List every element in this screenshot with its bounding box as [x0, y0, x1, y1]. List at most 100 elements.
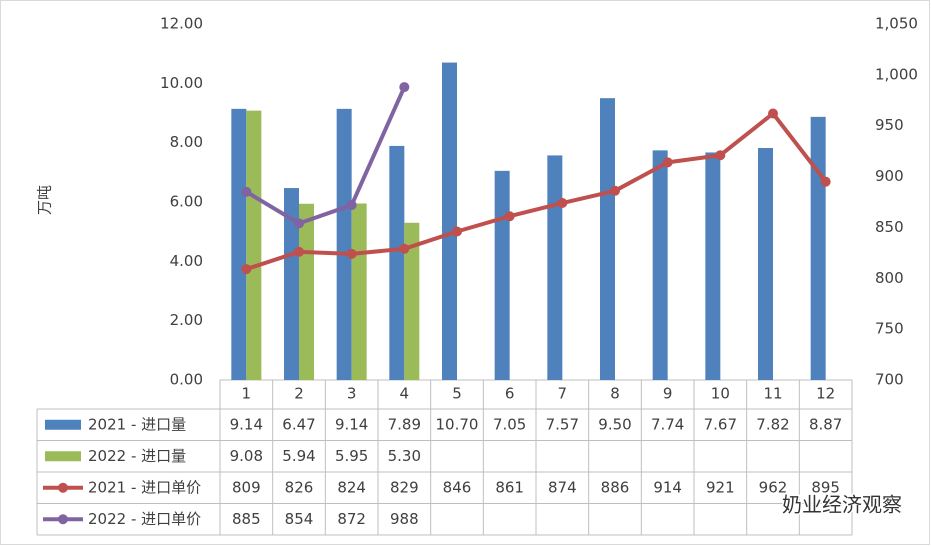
table-cell: 7.82 — [756, 415, 789, 433]
x-tick-label: 8 — [610, 385, 620, 403]
table-cell: 914 — [653, 478, 682, 496]
marker — [399, 82, 410, 93]
x-tick-label: 3 — [347, 385, 357, 403]
x-tick-label: 11 — [763, 385, 782, 403]
x-tick-label: 2 — [294, 385, 304, 403]
marker — [715, 150, 726, 161]
bar — [389, 145, 405, 380]
marker — [662, 157, 673, 168]
bar — [758, 148, 773, 380]
table-cell: 7.89 — [388, 415, 421, 433]
bar — [705, 152, 721, 380]
marker — [504, 211, 515, 222]
table-cell: 9.08 — [230, 447, 263, 465]
table-cell: 921 — [706, 478, 735, 496]
table-cell: 8.87 — [809, 415, 842, 433]
table-cell: 829 — [390, 478, 419, 496]
y2-tick-label: 800 — [875, 269, 904, 287]
legend-swatch — [45, 451, 81, 462]
table-cell: 885 — [232, 510, 261, 528]
x-tick-label: 12 — [816, 385, 835, 403]
marker — [294, 218, 304, 229]
table-cell: 6.47 — [282, 415, 315, 433]
y2-tick-label: 900 — [875, 167, 904, 185]
y-tick-label: 12.00 — [160, 15, 203, 33]
bar — [284, 188, 299, 380]
marker — [241, 186, 252, 197]
table-cell: 861 — [495, 478, 524, 496]
y-tick-label: 10.00 — [160, 74, 203, 92]
table-cell: 9.14 — [335, 415, 368, 433]
y2-tick-label: 1,050 — [875, 15, 918, 33]
table-cell: 886 — [601, 478, 630, 496]
table-cell: 854 — [285, 510, 314, 528]
marker — [346, 248, 357, 259]
bar — [547, 155, 563, 380]
legend-label: 2021 - 进口量 — [88, 415, 186, 433]
y2-tick-label: 1,000 — [875, 65, 918, 83]
table-cell: 7.67 — [704, 415, 737, 433]
bar — [351, 203, 367, 380]
table-cell: 826 — [285, 478, 314, 496]
legend-label: 2022 - 进口量 — [88, 447, 186, 465]
x-tick-label: 5 — [452, 385, 462, 403]
y2-tick-label: 950 — [875, 116, 904, 134]
y-tick-label: 6.00 — [170, 193, 203, 211]
marker — [820, 176, 831, 187]
legend-swatch — [45, 419, 81, 430]
table-cell: 809 — [232, 478, 261, 496]
table-cell: 9.50 — [598, 415, 631, 433]
x-tick-label: 7 — [558, 385, 568, 403]
table-cell: 824 — [337, 478, 366, 496]
table-cell: 5.30 — [388, 447, 421, 465]
x-tick-label: 1 — [242, 385, 252, 403]
table-cell: 7.05 — [493, 415, 526, 433]
bar — [336, 108, 352, 380]
bar — [600, 98, 615, 381]
table-cell: 895 — [811, 478, 840, 496]
table-cell: 962 — [759, 478, 788, 496]
marker — [399, 243, 410, 254]
marker — [294, 246, 304, 257]
x-tick-label: 10 — [711, 385, 730, 403]
bar — [652, 150, 668, 380]
x-tick-label: 6 — [505, 385, 515, 403]
bar — [810, 116, 826, 381]
line — [245, 111, 828, 272]
table-cell: 7.57 — [546, 415, 579, 433]
y-tick-label: 8.00 — [170, 133, 203, 151]
table-cell: 846 — [443, 478, 472, 496]
table-cell: 9.14 — [230, 415, 263, 433]
bar — [404, 222, 420, 380]
watermark: 奶业经济观察 — [782, 493, 902, 517]
x-tick-label: 9 — [663, 385, 673, 403]
marker — [557, 198, 568, 209]
marker — [610, 185, 620, 196]
bar — [494, 170, 510, 380]
table-cell: 872 — [337, 510, 366, 528]
table-cell: 7.74 — [651, 415, 684, 433]
marker — [452, 226, 462, 237]
legend-marker — [58, 482, 68, 493]
legend-label: 2021 - 进口单价 — [88, 478, 201, 496]
table-cell: 988 — [390, 510, 419, 528]
table-cell: 5.95 — [335, 447, 368, 465]
table-cell: 5.94 — [282, 447, 315, 465]
y2-tick-label: 700 — [875, 371, 904, 389]
y-axis-label: 万吨 — [36, 185, 54, 215]
legend-label: 2022 - 进口单价 — [88, 510, 201, 528]
marker — [346, 200, 357, 211]
y-tick-label: 2.00 — [170, 311, 203, 329]
y2-tick-label: 750 — [875, 320, 904, 338]
bar — [299, 203, 314, 380]
table-cell: 874 — [548, 478, 577, 496]
bar — [231, 108, 247, 380]
bar — [442, 62, 457, 381]
bar — [246, 110, 262, 381]
y-tick-label: 4.00 — [170, 252, 203, 270]
line — [245, 86, 407, 226]
marker — [768, 108, 778, 119]
legend-marker — [58, 514, 68, 525]
y-tick-label: 0.00 — [170, 371, 203, 389]
